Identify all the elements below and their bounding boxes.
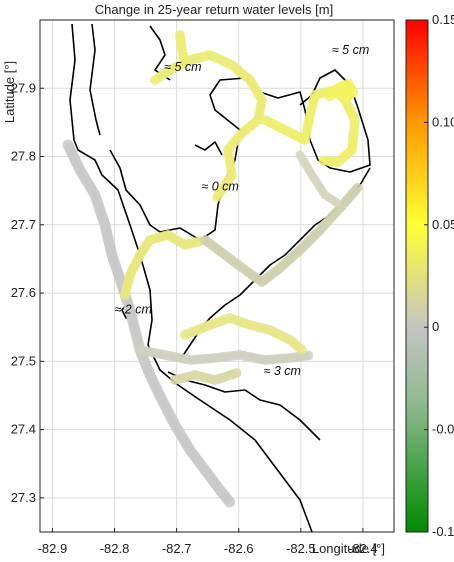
- y-tick-label: 27.6: [11, 285, 36, 300]
- data-point: [212, 191, 223, 202]
- annotations: ≈ 5 cm ≈ 5 cm ≈ 0 cm ≈ 2 cm ≈ 3 cm: [114, 43, 369, 378]
- y-tick-label: 27.3: [11, 490, 36, 505]
- data-point: [340, 90, 353, 102]
- colorbar: [405, 19, 429, 533]
- x-tick-label: -82.7: [162, 541, 192, 556]
- annotation-label: ≈ 5 cm: [332, 43, 369, 57]
- y-tick-label: 27.5: [11, 353, 36, 368]
- colorbar-tick-label: 0.15: [432, 12, 454, 27]
- y-tick-label: 27.8: [11, 149, 36, 164]
- annotation-label: ≈ 2 cm: [114, 303, 151, 317]
- y-axis-label: Latitude [°]: [2, 61, 17, 123]
- coastline-gulf: [69, 23, 313, 532]
- x-ticks: -82.9 -82.8 -82.7 -82.6 -82.5 -82.4: [38, 528, 378, 556]
- data-points: [62, 30, 363, 508]
- colorbar-tick-label: -0.10: [432, 524, 454, 539]
- chart-title: Change in 25-year return water levels [m…: [95, 2, 333, 17]
- x-axis-label: Longitude [°]: [312, 541, 385, 556]
- coastline-inlet: [194, 141, 223, 156]
- y-tick-label: 27.9: [11, 80, 36, 95]
- coastline-bay-north: [109, 69, 371, 241]
- colorbar-tick-label: 0.10: [432, 114, 454, 129]
- coastline-bay-south: [167, 371, 321, 441]
- x-tick-label: -82.8: [100, 541, 130, 556]
- data-point: [352, 182, 363, 193]
- x-tick-label: -82.6: [224, 541, 254, 556]
- data-point: [297, 344, 307, 355]
- annotation-label: ≈ 0 cm: [201, 180, 238, 194]
- coastline-barrier: [89, 23, 101, 136]
- data-point: [318, 155, 329, 166]
- colorbar-tick-label: -0.05: [432, 422, 454, 437]
- x-tick-label: -82.4: [348, 541, 378, 556]
- colorbar-tick-label: 0: [432, 319, 439, 334]
- y-tick-label: 27.4: [11, 422, 36, 437]
- colorbar-tick-label: 0.05: [432, 217, 454, 232]
- plot-frame: [39, 19, 395, 533]
- data-point: [303, 350, 314, 361]
- y-ticks: 27.3 27.4 27.5 27.6 27.7 27.8 27.9: [11, 80, 44, 505]
- x-tick-label: -82.9: [38, 541, 68, 556]
- colorbar-ticks: 0.15 0.10 0.05 0 -0.05 -0.10: [424, 12, 454, 539]
- data-point: [179, 56, 190, 67]
- x-tick-label: -82.5: [286, 541, 316, 556]
- data-point: [332, 198, 342, 208]
- annotation-label: ≈ 5 cm: [164, 60, 201, 74]
- y-tick-label: 27.7: [11, 217, 36, 232]
- data-point: [231, 368, 242, 379]
- annotation-label: ≈ 3 cm: [263, 364, 300, 378]
- data-point: [224, 496, 236, 508]
